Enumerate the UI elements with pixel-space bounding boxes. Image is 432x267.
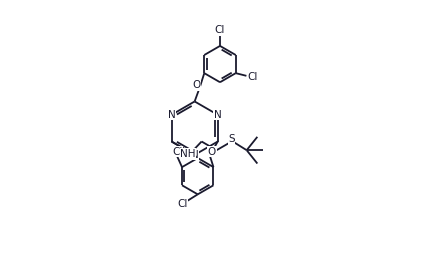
- Text: S: S: [229, 134, 235, 144]
- Text: O: O: [193, 80, 201, 91]
- Text: N: N: [214, 110, 222, 120]
- Text: N: N: [168, 110, 175, 120]
- Text: O: O: [208, 147, 216, 157]
- Text: Cl: Cl: [215, 25, 225, 36]
- Text: Cl: Cl: [172, 147, 182, 157]
- Text: Cl: Cl: [177, 199, 187, 210]
- Text: N: N: [191, 150, 199, 160]
- Text: Cl: Cl: [247, 72, 257, 82]
- Text: NH: NH: [180, 149, 196, 159]
